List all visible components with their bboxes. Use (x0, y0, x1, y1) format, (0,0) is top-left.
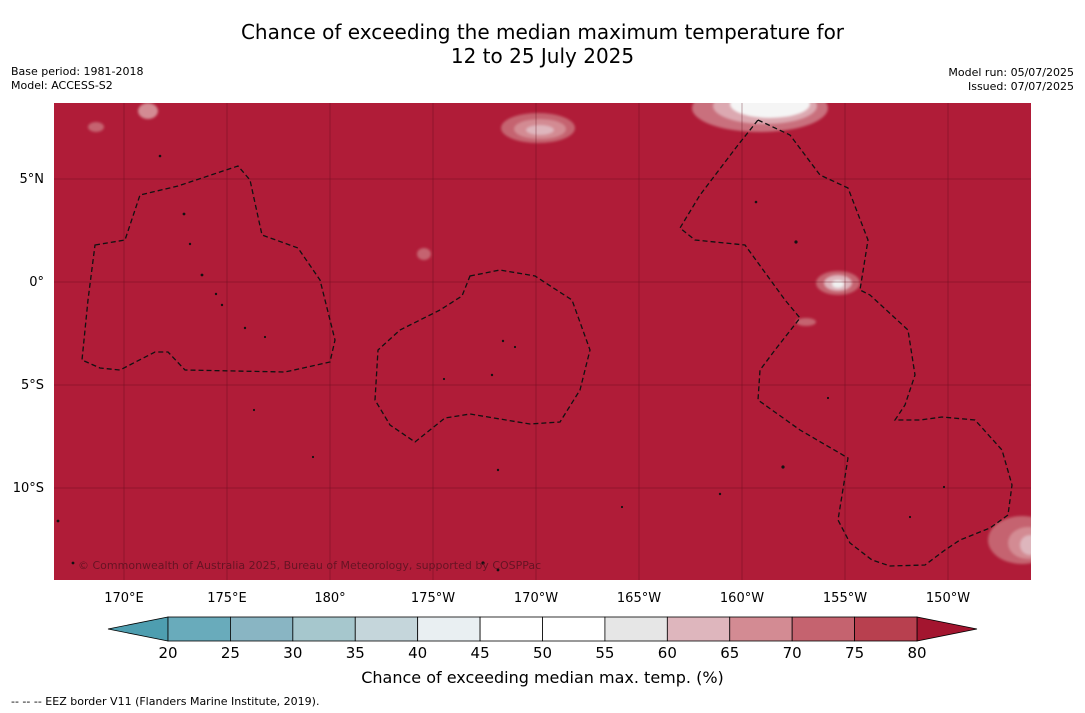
colorbar-tick-label: 45 (471, 644, 490, 662)
lon-label-175w: 175°W (411, 591, 455, 606)
lat-labels: 5°N 0° 5°S 10°S (13, 172, 44, 496)
colorbar-segment (604, 616, 668, 642)
colorbar-tick-label: 35 (346, 644, 365, 662)
lon-label-175e: 175°E (207, 591, 247, 606)
colorbar-segment (542, 616, 606, 642)
warm-patch-west-1 (138, 103, 158, 119)
lon-label-160w: 160°W (720, 591, 764, 606)
colorbar-tick-label: 55 (595, 644, 614, 662)
eez-footnote: -- -- -- EEZ border V11 (Flanders Marine… (11, 695, 320, 708)
colorbar-segment (854, 616, 918, 642)
warm-patch-east-1-core (832, 280, 844, 288)
warm-patch-west-2 (88, 122, 104, 132)
islands (56, 154, 946, 572)
colorbar-segment (666, 616, 731, 642)
lat-label-10s: 10°S (13, 481, 44, 496)
lon-labels: 170°E 175°E 180° 175°W 170°W 165°W 160°W… (104, 591, 970, 606)
issued-date: Issued: 07/07/2025 (967, 80, 1074, 93)
title-line-2: 12 to 25 July 2025 (450, 44, 635, 68)
eez-border-west (81, 165, 336, 373)
lat-label-5s: 5°S (21, 378, 44, 393)
map-title: Chance of exceeding the median maximum t… (0, 20, 1085, 68)
colorbar-tick-label: 70 (783, 644, 802, 662)
warm-patch-southeast-core (1020, 535, 1031, 555)
colorbar-tick-label: 50 (533, 644, 552, 662)
eez-border-east-upper (679, 119, 1013, 567)
colorbar-segment (292, 616, 356, 642)
warm-patch-upper-mid-core (526, 125, 554, 135)
warm-patch-north-core (730, 103, 810, 118)
colorbar-tick-label: 30 (283, 644, 302, 662)
eez-border-central (374, 269, 591, 443)
issue-info: Model run: 05/07/2025 Issued: 07/07/2025 (948, 66, 1074, 94)
colorbar-tick-label: 25 (221, 644, 240, 662)
colorbar-segment (479, 616, 543, 642)
colorbar-under-triangle (107, 616, 169, 642)
warm-patch-east-2 (796, 318, 816, 326)
lat-label-0: 0° (29, 275, 44, 290)
colorbar-segment (417, 616, 481, 642)
colorbar-label: Chance of exceeding median max. temp. (%… (361, 668, 724, 687)
attribution: © Commonwealth of Australia 2025, Bureau… (78, 559, 542, 572)
colorbar-segment (167, 616, 231, 642)
eez-borders (81, 119, 1013, 567)
lon-label-170e: 170°E (104, 591, 144, 606)
colorbar-tick-label: 60 (658, 644, 677, 662)
colorbar-tick-label: 40 (408, 644, 427, 662)
colorbar-tick-label: 80 (907, 644, 926, 662)
lon-label-180: 180° (314, 591, 345, 606)
colorbar-tick-label: 75 (845, 644, 864, 662)
warm-patch-equator (417, 248, 431, 260)
map-background (54, 103, 1031, 580)
title-line-1: Chance of exceeding the median maximum t… (240, 20, 845, 44)
colorbar-segment (354, 616, 419, 642)
probability-patches (88, 103, 1031, 564)
colorbar-tick-label: 65 (720, 644, 739, 662)
colorbar-tick-label: 20 (158, 644, 177, 662)
model-run: Model run: 05/07/2025 (948, 66, 1074, 79)
model-name: Model: ACCESS-S2 (11, 79, 113, 92)
colorbar-segment (729, 616, 793, 642)
lon-label-155w: 155°W (823, 591, 867, 606)
gridlines (54, 103, 1031, 580)
lat-label-5n: 5°N (20, 172, 45, 187)
lon-label-150w: 150°W (926, 591, 970, 606)
lon-label-165w: 165°W (617, 591, 661, 606)
colorbar-segment (791, 616, 855, 642)
colorbar-segment (230, 616, 294, 642)
colorbar-over-triangle (916, 616, 978, 642)
lon-label-170w: 170°W (514, 591, 558, 606)
model-info: Base period: 1981-2018 Model: ACCESS-S2 (11, 65, 143, 93)
base-period: Base period: 1981-2018 (11, 65, 144, 78)
colorbar: 20 25 30 35 40 45 50 55 60 65 70 75 80 (107, 616, 978, 662)
